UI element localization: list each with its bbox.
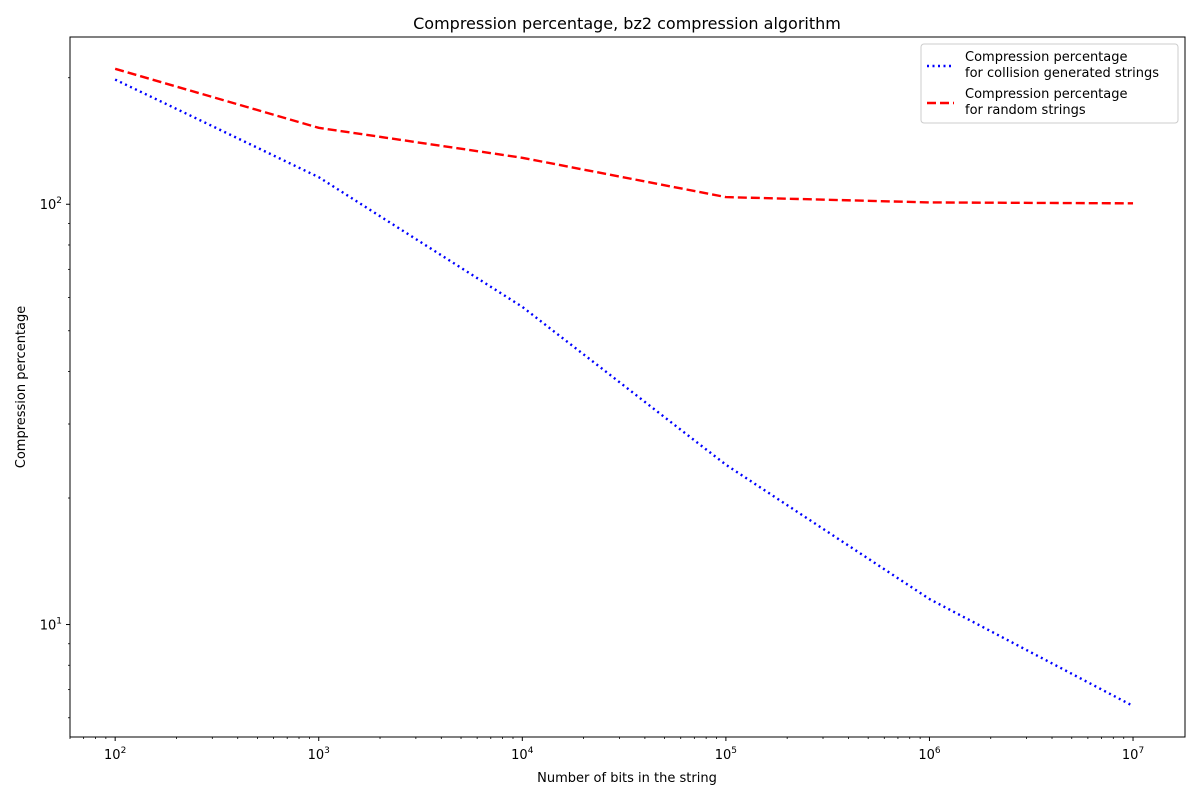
series-line-random (114, 67, 1134, 205)
x-axis-ticks: 102 103 104 105 106 107 (69, 737, 1144, 763)
x-tick-label: 104 (511, 746, 534, 763)
legend-box (920, 43, 1179, 124)
y-axis-ticks: 101 102 (40, 77, 70, 719)
y-tick-label: 102 (40, 196, 62, 213)
plot-area (69, 36, 1186, 738)
x-tick-label: 107 (1122, 746, 1144, 763)
y-tick-label: 101 (40, 617, 62, 634)
chart-title: Compression percentage, bz2 compression … (413, 14, 841, 33)
legend-label: Compression percentage for random strings (965, 87, 1128, 118)
legend: Compression percentage for collision gene… (920, 43, 1179, 124)
x-axis-label: Number of bits in the string (537, 771, 717, 786)
x-tick-label: 106 (918, 746, 941, 763)
series-layer (114, 67, 1134, 708)
legend-label: Compression percentage for collision gene… (965, 50, 1159, 81)
series-line-collision (114, 78, 1134, 708)
x-tick-label: 105 (715, 746, 737, 763)
x-tick-label: 102 (104, 746, 126, 763)
y-axis-label: Compression percentage (14, 306, 29, 469)
x-tick-label: 103 (308, 746, 330, 763)
